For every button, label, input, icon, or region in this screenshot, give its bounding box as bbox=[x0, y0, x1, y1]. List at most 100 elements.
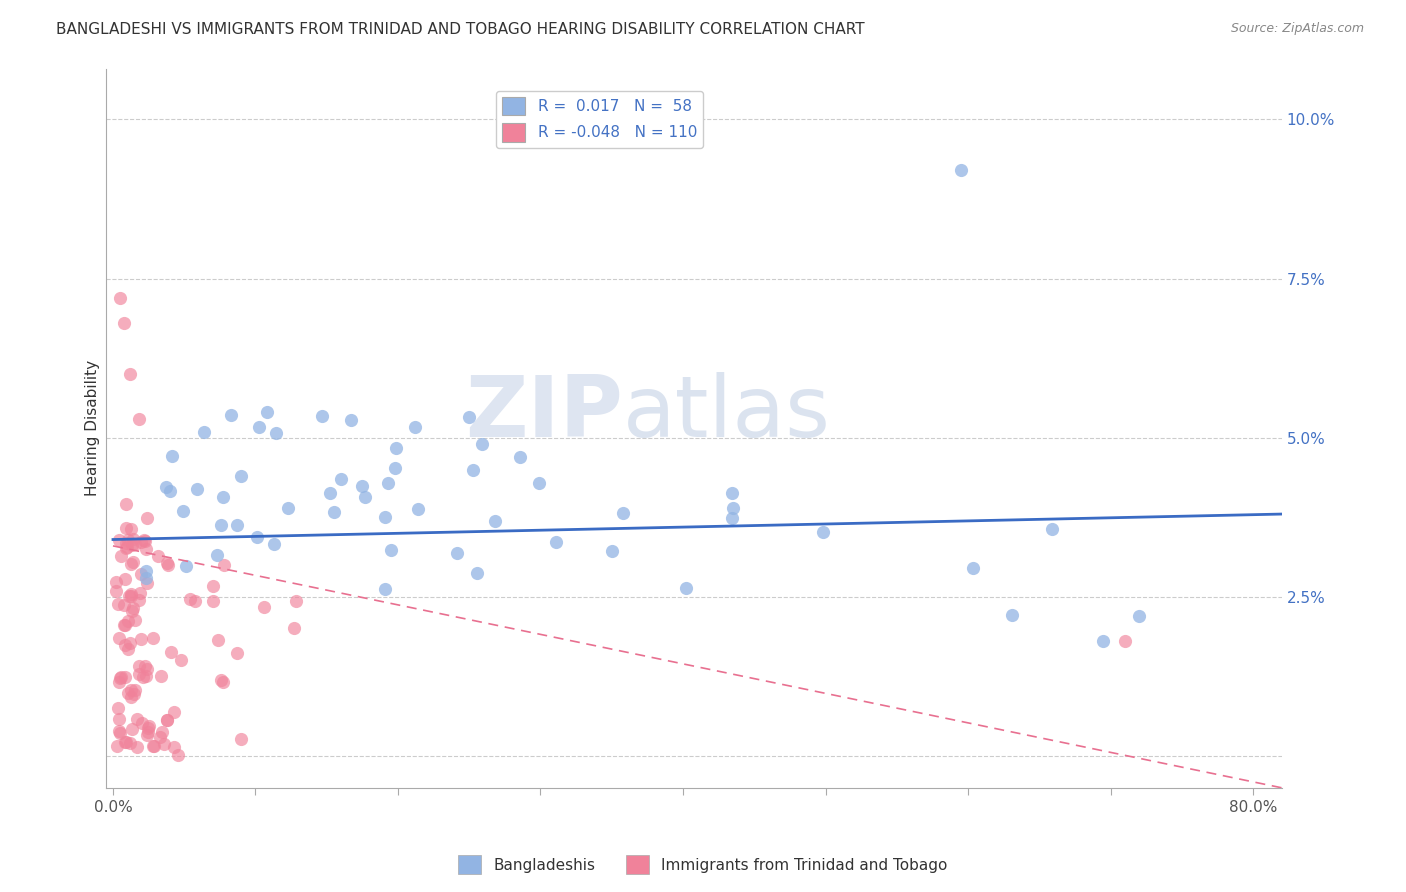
Point bbox=[142, 739, 165, 754]
Point bbox=[527, 475, 550, 490]
Point bbox=[163, 739, 186, 754]
Point bbox=[149, 669, 172, 683]
Point bbox=[115, 497, 138, 511]
Text: ZIP: ZIP bbox=[465, 372, 623, 455]
Point bbox=[219, 409, 242, 423]
Point bbox=[118, 589, 141, 603]
Point bbox=[127, 740, 149, 755]
Point bbox=[114, 670, 136, 684]
Point bbox=[112, 598, 135, 612]
Point bbox=[174, 558, 197, 573]
Point bbox=[138, 719, 160, 733]
Point bbox=[612, 506, 634, 520]
Point bbox=[135, 541, 157, 556]
Point bbox=[142, 739, 165, 754]
Point bbox=[122, 555, 145, 569]
Point bbox=[721, 511, 744, 525]
Point bbox=[129, 566, 152, 581]
Point bbox=[121, 601, 143, 615]
Point bbox=[207, 632, 229, 647]
Point bbox=[156, 558, 179, 572]
Point bbox=[108, 675, 131, 690]
Point bbox=[330, 472, 353, 486]
Point bbox=[380, 542, 402, 557]
Point bbox=[136, 725, 159, 739]
Point bbox=[117, 686, 139, 700]
Point bbox=[720, 486, 742, 500]
Point bbox=[201, 579, 224, 593]
Point bbox=[406, 501, 429, 516]
Point bbox=[156, 713, 179, 727]
Point bbox=[446, 546, 468, 560]
Point bbox=[172, 504, 194, 518]
Point bbox=[231, 468, 253, 483]
Point bbox=[122, 533, 145, 547]
Point bbox=[120, 367, 142, 381]
Point bbox=[209, 673, 232, 687]
Point bbox=[120, 522, 142, 536]
Point bbox=[114, 572, 136, 586]
Legend: Bangladeshis, Immigrants from Trinidad and Tobago: Bangladeshis, Immigrants from Trinidad a… bbox=[453, 849, 953, 880]
Point bbox=[115, 735, 138, 749]
Point bbox=[114, 638, 136, 652]
Point bbox=[128, 411, 150, 425]
Point bbox=[135, 661, 157, 675]
Point bbox=[115, 521, 138, 535]
Point bbox=[121, 604, 143, 618]
Point bbox=[134, 659, 156, 673]
Point bbox=[377, 476, 399, 491]
Point bbox=[148, 549, 170, 563]
Point bbox=[1001, 608, 1024, 623]
Point bbox=[675, 581, 697, 595]
Text: atlas: atlas bbox=[623, 372, 831, 455]
Point bbox=[319, 486, 342, 500]
Point bbox=[283, 621, 305, 635]
Point bbox=[544, 535, 567, 549]
Point bbox=[125, 712, 148, 726]
Point bbox=[284, 593, 307, 607]
Point bbox=[135, 564, 157, 578]
Point bbox=[212, 490, 235, 504]
Point bbox=[353, 490, 375, 504]
Point bbox=[114, 541, 136, 555]
Point bbox=[112, 316, 135, 330]
Point bbox=[458, 410, 481, 425]
Point bbox=[193, 425, 215, 439]
Point bbox=[117, 533, 139, 547]
Point bbox=[256, 405, 278, 419]
Point bbox=[105, 739, 128, 753]
Point bbox=[128, 658, 150, 673]
Point bbox=[149, 731, 172, 745]
Point bbox=[108, 671, 131, 685]
Point bbox=[509, 450, 531, 465]
Point bbox=[384, 441, 406, 455]
Point bbox=[115, 536, 138, 550]
Point bbox=[160, 645, 183, 659]
Point bbox=[245, 530, 267, 544]
Point bbox=[132, 670, 155, 684]
Point bbox=[129, 632, 152, 647]
Point bbox=[121, 723, 143, 737]
Point bbox=[226, 517, 249, 532]
Point bbox=[465, 566, 488, 581]
Point bbox=[484, 514, 506, 528]
Point bbox=[120, 736, 142, 750]
Point bbox=[124, 682, 146, 697]
Point bbox=[110, 670, 132, 684]
Point bbox=[135, 669, 157, 683]
Point bbox=[209, 517, 232, 532]
Point bbox=[128, 667, 150, 681]
Point bbox=[128, 593, 150, 607]
Point bbox=[183, 593, 205, 607]
Point bbox=[117, 641, 139, 656]
Point bbox=[811, 524, 834, 539]
Point bbox=[253, 600, 276, 615]
Point bbox=[114, 617, 136, 632]
Point bbox=[723, 500, 745, 515]
Point bbox=[108, 712, 131, 726]
Point bbox=[131, 715, 153, 730]
Point bbox=[120, 557, 142, 571]
Point bbox=[156, 713, 179, 727]
Point bbox=[110, 549, 132, 563]
Point bbox=[155, 480, 177, 494]
